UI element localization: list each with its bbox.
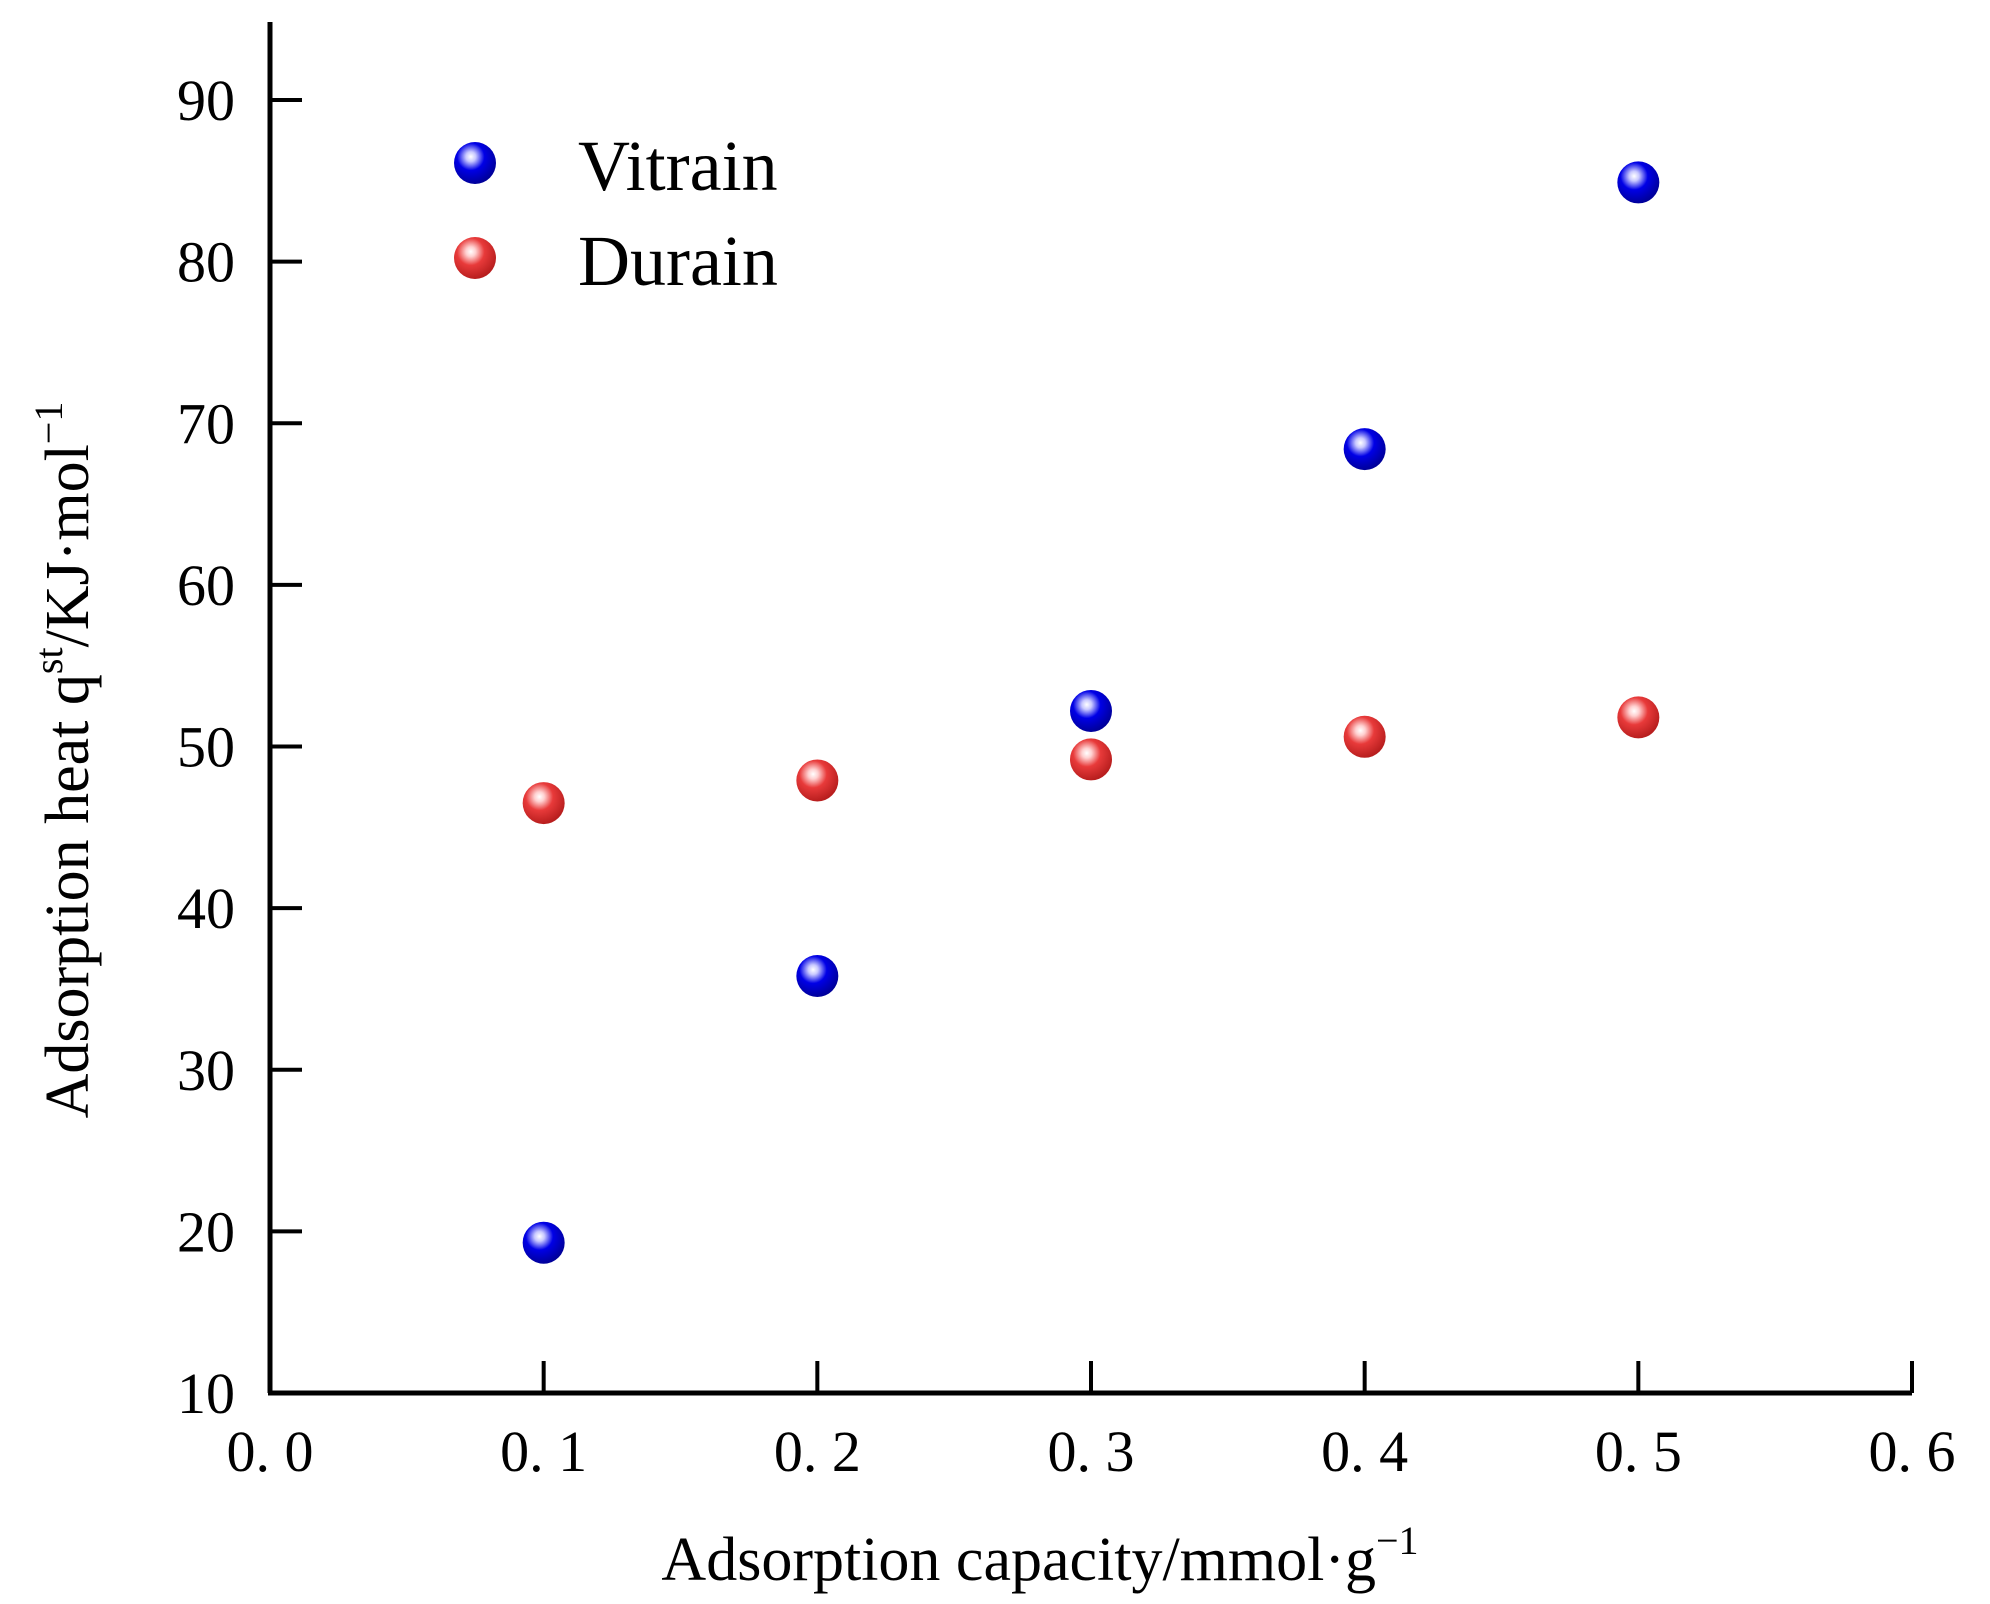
y-tick-label: 90 <box>177 68 235 133</box>
x-axis-title-main: Adsorption capacity/mmol·g <box>661 1526 1376 1594</box>
y-tick-label: 60 <box>177 553 235 618</box>
data-points <box>522 161 1660 1264</box>
y-axis-title-unit: /KJ·mol <box>34 444 102 647</box>
y-axis-title-superscript-st: st <box>26 647 71 674</box>
y-tick-label: 30 <box>177 1038 235 1103</box>
legend-marker-durain <box>454 237 496 279</box>
legend-marker-vitrain <box>454 142 496 184</box>
x-tick-label: 0. 3 <box>1048 1419 1135 1484</box>
legend-label-durain: Durain <box>578 221 778 301</box>
x-tick-label: 0. 5 <box>1595 1419 1682 1484</box>
y-tick-label: 80 <box>177 230 235 295</box>
y-tick-label: 70 <box>177 391 235 456</box>
x-tick-label: 0. 4 <box>1321 1419 1408 1484</box>
y-tick-label: 20 <box>177 1199 235 1264</box>
y-tick-label: 10 <box>177 1361 235 1426</box>
legend-label-vitrain: Vitrain <box>578 126 778 206</box>
x-tick-label: 0. 2 <box>774 1419 861 1484</box>
x-tick-label: 0. 1 <box>500 1419 587 1484</box>
data-point-durain <box>1070 738 1112 781</box>
y-axis-title: Adsorption heat qst/KJ·mol−1 <box>26 402 102 1119</box>
x-axis-title-superscript: −1 <box>1376 1518 1419 1563</box>
data-point-durain <box>1343 715 1386 758</box>
y-tick-label: 50 <box>177 715 235 780</box>
y-axis-title-main: Adsorption heat q <box>34 674 102 1118</box>
x-axis-title: Adsorption capacity/mmol·g−1 <box>661 1518 1418 1594</box>
data-point-durain <box>1617 696 1660 739</box>
y-ticks: 10 20 30 40 50 60 70 80 90 <box>177 68 302 1426</box>
y-tick-label: 40 <box>177 876 235 941</box>
data-point-durain <box>796 759 839 802</box>
legend: Vitrain Durain <box>454 126 778 301</box>
data-point-vitrain <box>522 1221 565 1264</box>
data-point-durain <box>522 782 565 825</box>
x-tick-label: 0. 0 <box>227 1419 314 1484</box>
y-axis-title-superscript-exp: −1 <box>26 402 71 445</box>
data-point-vitrain <box>796 955 839 998</box>
data-point-vitrain <box>1617 161 1660 204</box>
data-point-vitrain <box>1070 689 1112 732</box>
data-point-vitrain <box>1343 428 1386 471</box>
x-tick-label: 0. 6 <box>1869 1419 1956 1484</box>
x-ticks: 0. 0 0. 1 0. 2 0. 3 0. 4 0. 5 0. 6 <box>227 1361 1956 1484</box>
